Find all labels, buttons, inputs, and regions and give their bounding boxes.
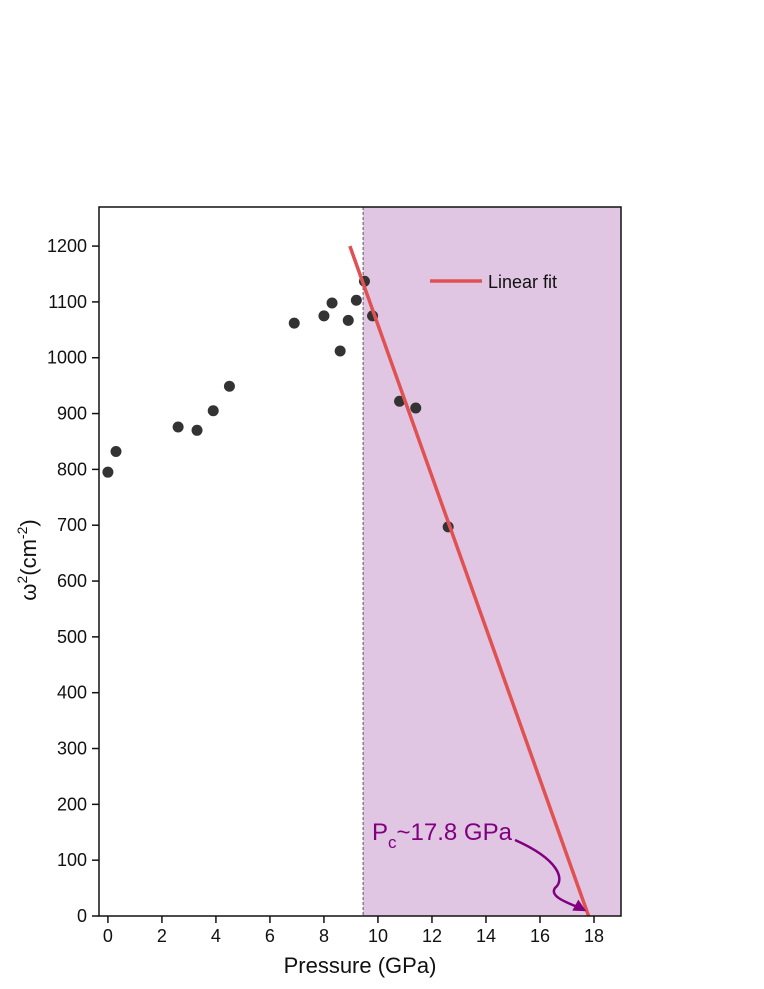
annotation-arrow: [514, 838, 587, 912]
annotation-main: P: [372, 819, 388, 846]
y-axis-label: ω2(cm-2): [14, 519, 41, 600]
x-tick-label: 16: [530, 926, 550, 946]
fit-line: [348, 245, 591, 917]
data-point: [223, 380, 235, 392]
y-label-close: ): [16, 519, 41, 526]
data-point: [350, 294, 362, 306]
annotation: Pc~17.8 GPa: [372, 819, 513, 852]
y-tick-label: 600: [57, 571, 87, 591]
y-tick-label: 800: [57, 459, 87, 479]
x-tick-label: 0: [103, 926, 113, 946]
shaded-region: [363, 207, 621, 916]
data-point: [207, 405, 219, 417]
y-tick-label: 100: [57, 850, 87, 870]
data-point: [191, 424, 203, 436]
y-tick-label: 300: [57, 739, 87, 759]
x-tick-label: 4: [211, 926, 221, 946]
annotation-rest: ~17.8 GPa: [397, 819, 513, 846]
y-tick-label: 1000: [47, 348, 87, 368]
x-tick-label: 2: [157, 926, 167, 946]
y-tick-label: 200: [57, 794, 87, 814]
x-tick-label: 18: [584, 926, 604, 946]
x-tick-label: 14: [476, 926, 496, 946]
y-tick-label: 1100: [48, 292, 87, 312]
data-point: [326, 297, 338, 309]
data-point: [334, 345, 346, 357]
x-axis-label: Pressure (GPa): [284, 953, 437, 978]
y-label-unit: (cm: [16, 539, 41, 576]
x-tick-label: 8: [319, 926, 329, 946]
data-point: [288, 317, 300, 329]
y-label-sup: 2: [14, 576, 30, 584]
x-tick-label: 6: [265, 926, 275, 946]
data-point: [102, 466, 114, 478]
data-point: [342, 314, 354, 326]
legend-label: Linear fit: [488, 272, 557, 292]
data-point: [318, 310, 330, 322]
data-point: [410, 402, 422, 414]
x-tick-label: 10: [368, 926, 388, 946]
y-tick-label: 700: [57, 515, 87, 535]
axes-frame: [98, 206, 622, 917]
y-tick-label: 0: [77, 906, 87, 926]
data-point: [110, 446, 122, 458]
y-tick-label: 1200: [47, 236, 87, 256]
y-label-symbol: ω: [16, 584, 41, 601]
annotation-sub: c: [388, 833, 397, 852]
plot-area: 0 2 4 6 8 10 12 14 16 18 0 100 200 300 400 500 600 700 800…: [47, 206, 622, 946]
y-tick-label: 500: [57, 627, 87, 647]
data-point: [172, 421, 184, 433]
data-point: [394, 395, 406, 407]
y-tick-label: 900: [57, 404, 87, 424]
y-tick-label: 400: [57, 683, 87, 703]
x-tick-label: 12: [422, 926, 442, 946]
y-label-unit-sup: -2: [14, 526, 30, 539]
